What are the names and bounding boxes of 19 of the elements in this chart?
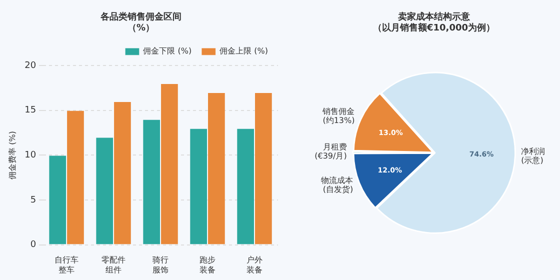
x-tick-label: 自行车整车: [54, 256, 79, 274]
legend-label: 佣金上限 (%): [220, 46, 268, 56]
chart-title: 卖家成本结构示意（以月销售额€10,000为例）: [373, 12, 495, 34]
slice-label: 销售佣金(约13%): [322, 107, 355, 126]
y-tick-label: 20: [24, 60, 36, 71]
x-tick-label: 骑行服饰: [152, 256, 169, 274]
legend-label: 佣金下限 (%): [143, 46, 192, 56]
y-axis-title: 佣金费率 (%): [8, 131, 17, 180]
chart-title: 各品类销售佣金区间（%）: [100, 12, 182, 34]
x-tick-label: 户外装备: [246, 256, 263, 274]
slice-label: 净利润(示意): [521, 146, 546, 165]
y-tick-label: 5: [30, 195, 36, 206]
y-tick-label: 15: [24, 106, 36, 116]
y-tick-label: 10: [24, 150, 36, 161]
slice-label: 月租费(€39/月): [314, 142, 347, 161]
x-tick-label: 跑步装备: [200, 256, 216, 274]
y-tick-label: 0: [30, 240, 36, 250]
x-tick-label: 零配件组件: [102, 256, 126, 274]
slice-label: 物流成本(自发货): [321, 176, 354, 194]
